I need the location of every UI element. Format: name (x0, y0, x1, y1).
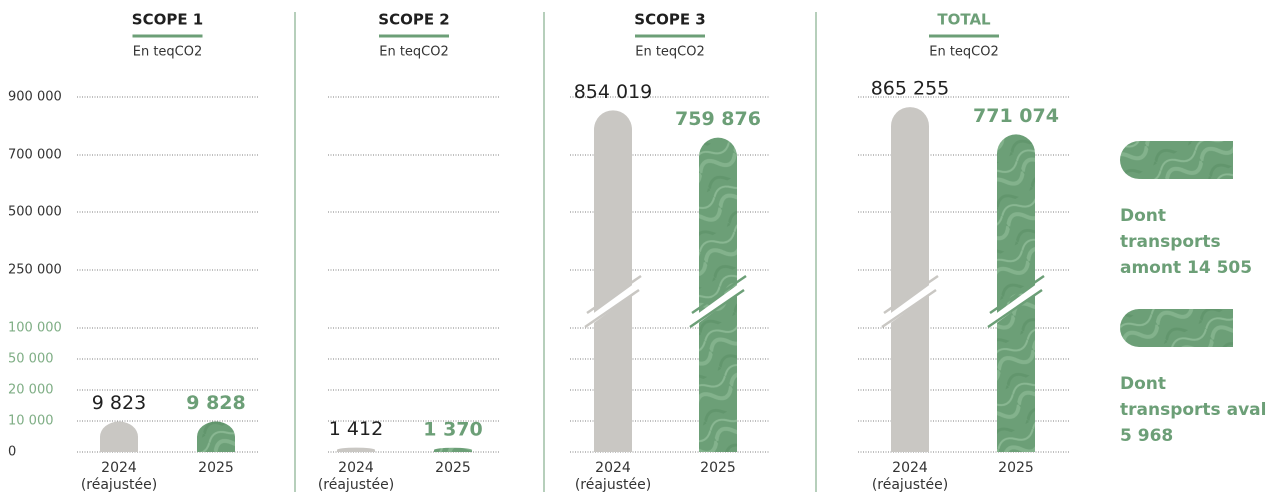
legend-label: Dont transports amont 14 505 (1120, 203, 1270, 281)
x-tick-label: 2024 (réajustée) (311, 460, 401, 492)
x-tick-label: 2024 (réajustée) (74, 460, 164, 492)
panel-subtitle: En teqCO2 (635, 45, 705, 60)
panel-subtitle: En teqCO2 (133, 45, 203, 60)
y-tick-label: 900 000 (8, 90, 62, 105)
page: 0 10 000 20 000 50 000 100 000 250 000 500 000… (0, 0, 1271, 492)
y-tick-label: 10 000 (8, 414, 54, 429)
value-label: 9 823 (92, 392, 146, 414)
y-tick-label: 0 (8, 445, 16, 460)
x-tick-label: 2024 (réajustée) (865, 460, 955, 492)
bar (197, 422, 235, 452)
panel-subtitle: En teqCO2 (379, 45, 449, 60)
value-label: 865 255 (871, 78, 950, 100)
x-tick-label: 2025 (971, 460, 1061, 477)
value-label: 1 370 (423, 418, 483, 440)
value-label: 9 828 (186, 392, 246, 414)
value-label: 771 074 (973, 105, 1059, 127)
panel-subtitle: En teqCO2 (929, 45, 999, 60)
bar (434, 448, 472, 452)
panel-title: SCOPE 2 (378, 11, 449, 29)
legend-swatch (1120, 141, 1233, 179)
chart: 0 10 000 20 000 50 000 100 000 250 000 500 000… (0, 0, 1271, 492)
legend-swatch (1120, 309, 1233, 347)
panel-title: SCOPE 3 (634, 11, 705, 29)
y-tick-label: 20 000 (8, 383, 54, 398)
y-tick-label: 500 000 (8, 205, 62, 220)
legend-label: Dont transports aval 5 968 (1120, 371, 1270, 449)
panel-title: TOTAL (937, 11, 991, 29)
x-tick-label: 2024 (réajustée) (568, 460, 658, 492)
value-label: 1 412 (329, 418, 383, 440)
y-tick-label: 250 000 (8, 263, 62, 278)
value-label: 759 876 (675, 108, 761, 130)
bar (100, 422, 138, 452)
y-tick-label: 100 000 (8, 321, 62, 336)
bar (337, 448, 375, 452)
panel-title: SCOPE 1 (132, 11, 203, 29)
bar (891, 107, 929, 452)
y-tick-label: 700 000 (8, 148, 62, 163)
y-tick-label: 50 000 (8, 352, 54, 367)
x-tick-label: 2025 (673, 460, 763, 477)
x-tick-label: 2025 (408, 460, 498, 477)
bar (594, 110, 632, 452)
value-label: 854 019 (574, 81, 653, 103)
x-tick-label: 2025 (171, 460, 261, 477)
